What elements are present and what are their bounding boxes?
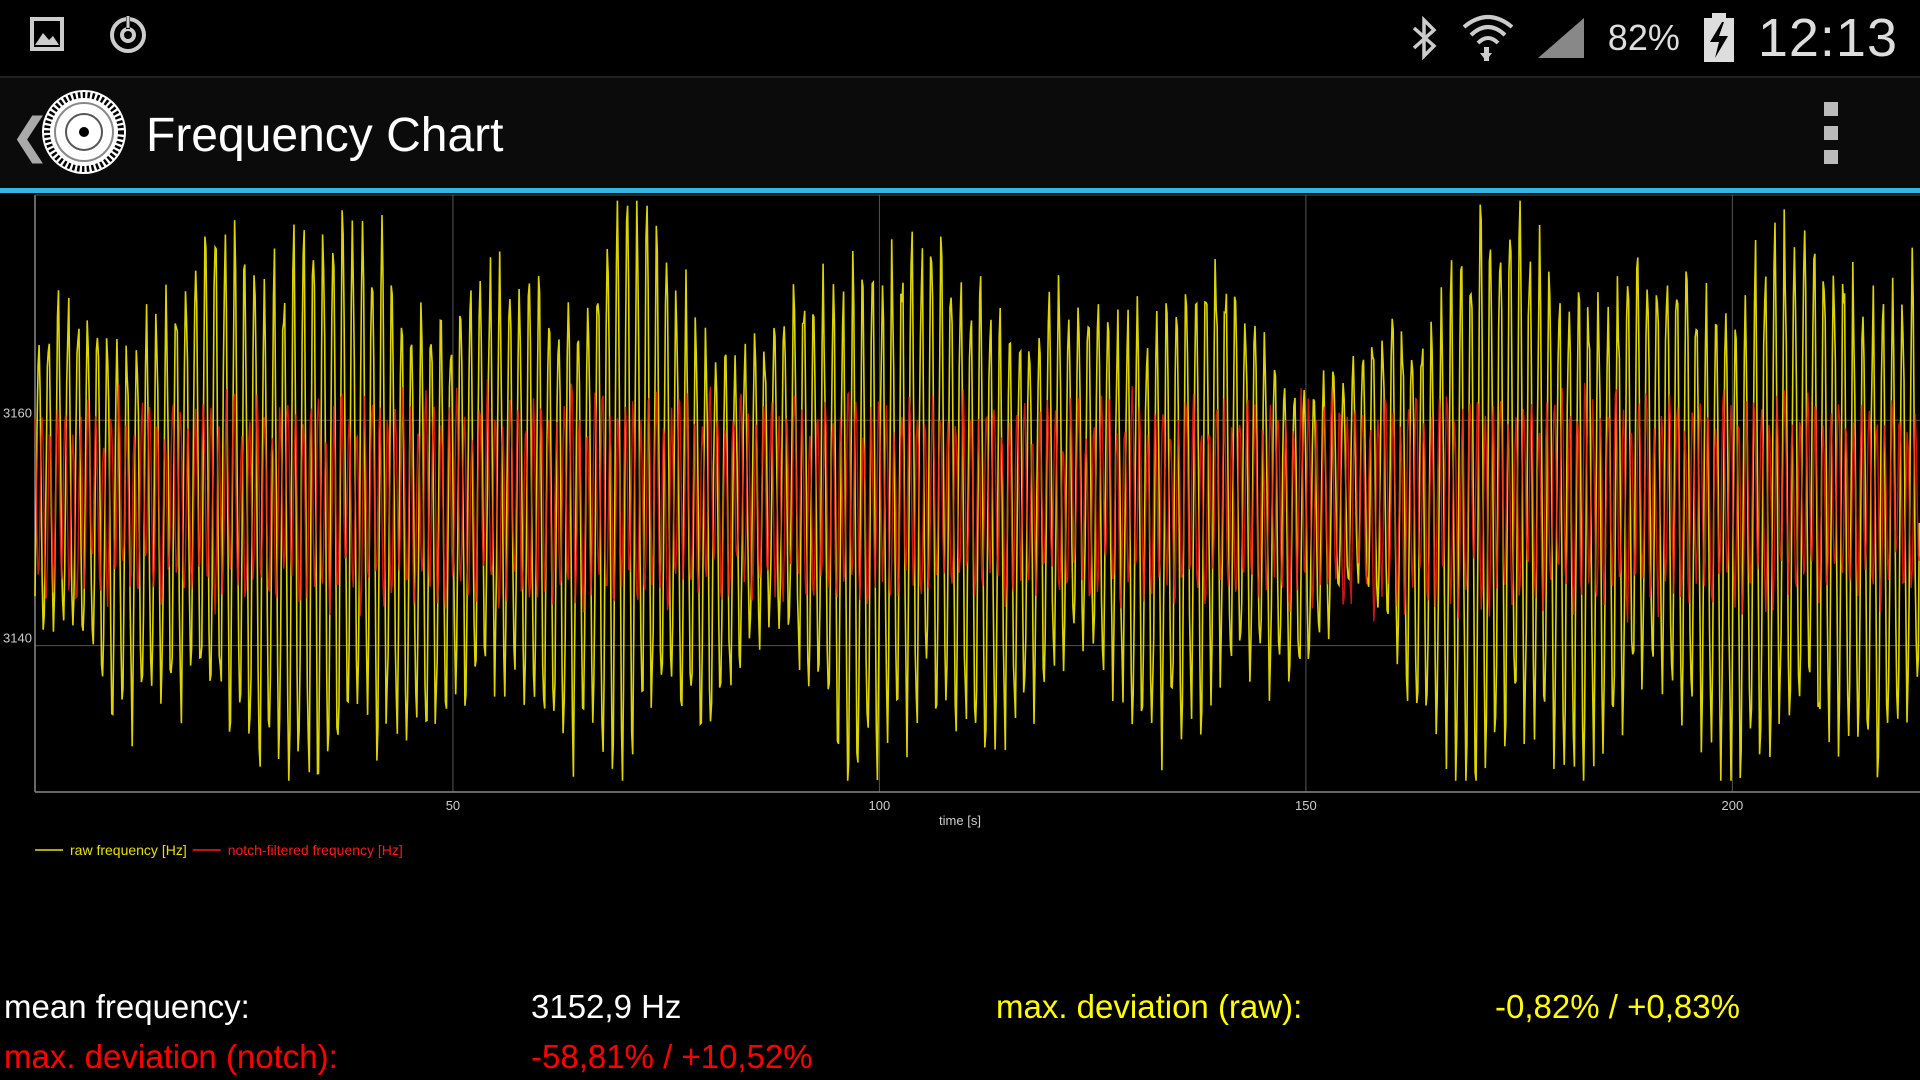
- legend-label-1: notch-filtered frequency [Hz]: [228, 842, 403, 858]
- chart-axes: [34, 194, 1920, 793]
- overflow-menu-icon[interactable]: [1824, 102, 1840, 174]
- x-tick-label-0: 50: [446, 798, 460, 813]
- y-tick-label-1: 3160: [3, 405, 32, 420]
- page-title: Frequency Chart: [146, 109, 504, 162]
- y-tick-label-0: 3140: [3, 631, 32, 646]
- action-bar: ❮ Frequency Chart: [0, 78, 1920, 193]
- x-tick-label-1: 100: [869, 798, 891, 813]
- mean-frequency-label: mean frequency:: [4, 988, 250, 1025]
- status-bar: 82% 12:13: [0, 0, 1920, 78]
- max-deviation-raw-label: max. deviation (raw):: [996, 988, 1303, 1025]
- power-save-icon: [110, 15, 146, 53]
- x-tick-label-3: 200: [1722, 798, 1744, 813]
- frequency-chart: 50 100 150 200 3140 3160 time [s] raw frequenc…: [3, 194, 1920, 858]
- signal-icon: [1537, 18, 1584, 58]
- action-bar-accent-line: [0, 188, 1920, 193]
- bluetooth-icon: [1412, 16, 1437, 60]
- legend-label-0: raw frequency [Hz]: [70, 842, 187, 858]
- gallery-icon: [30, 17, 64, 51]
- clock: 12:13: [1757, 8, 1898, 68]
- chart-legend: raw frequency [Hz] notch-filtered frequen…: [35, 842, 403, 858]
- x-axis-label: time [s]: [939, 813, 981, 828]
- app-dial-icon[interactable]: [40, 88, 128, 176]
- wifi-icon: [1462, 15, 1514, 61]
- series-notch-filtered-line: [34, 379, 1920, 623]
- chart-series: [34, 200, 1920, 781]
- chart-labels: 50 100 150 200 3140 3160 time [s]: [3, 405, 1743, 828]
- mean-frequency-value: 3152,9 Hz: [531, 988, 682, 1025]
- x-tick-label-2: 150: [1295, 798, 1317, 813]
- max-deviation-notch-label: max. deviation (notch):: [4, 1038, 338, 1075]
- battery-charging-icon: [1703, 13, 1734, 62]
- max-deviation-notch-value: -58,81% / +10,52%: [531, 1038, 813, 1075]
- max-deviation-raw-value: -0,82% / +0,83%: [1495, 988, 1740, 1025]
- battery-percent: 82%: [1607, 17, 1680, 58]
